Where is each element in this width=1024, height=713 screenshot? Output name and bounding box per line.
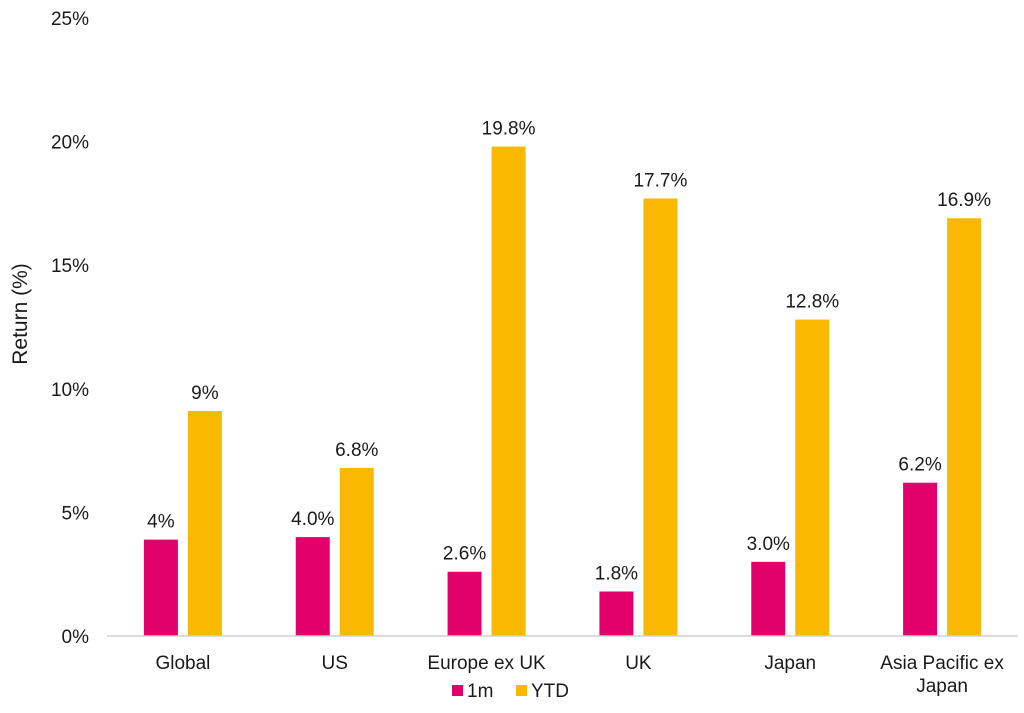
bar-1m-1 — [295, 537, 330, 636]
y-axis-label: Return (%) — [9, 263, 32, 365]
data-label: 16.9% — [937, 190, 991, 211]
data-label: 1.8% — [595, 564, 638, 585]
bar-1m-3 — [599, 591, 634, 636]
legend-swatch-ytd — [516, 685, 527, 696]
data-label: 6.2% — [898, 455, 941, 476]
bar-ytd-5 — [947, 218, 982, 636]
bar-ytd-4 — [795, 319, 830, 636]
legend-label-1m: 1m — [467, 681, 493, 702]
bar-ytd-3 — [643, 198, 678, 636]
data-label: 9% — [191, 383, 219, 404]
category-label: Global — [155, 653, 210, 674]
x-axis-categories: Global US Europe ex UK UK Japan Asia Pacific … — [155, 653, 1004, 697]
data-label: 12.8% — [785, 292, 839, 313]
category-label: Japan — [916, 676, 968, 697]
category-label: US — [322, 653, 348, 674]
bar-ytd-2 — [491, 146, 526, 636]
data-labels: 4% 9% 4.0% 6.8% 2.6% 19.8% 1.8% 17.7% 3.0% 12.8% 6… — [147, 119, 991, 585]
bars — [143, 146, 982, 636]
legend-swatch-1m — [452, 685, 463, 696]
category-label: Japan — [764, 653, 816, 674]
legend-label-ytd: YTD — [531, 681, 569, 702]
data-label: 2.6% — [443, 544, 486, 565]
bar-1m-0 — [143, 539, 178, 636]
y-tick-label: 10% — [51, 380, 89, 401]
bar-ytd-1 — [339, 467, 374, 636]
category-label: Asia Pacific ex — [880, 653, 1004, 674]
y-tick-label: 0% — [62, 627, 90, 648]
data-label: 19.8% — [482, 119, 536, 140]
y-tick-label: 25% — [51, 9, 89, 30]
legend: 1m YTD — [452, 681, 569, 702]
data-label: 4% — [147, 512, 175, 533]
bar-1m-4 — [751, 561, 786, 636]
category-label: UK — [625, 653, 652, 674]
y-axis-ticks: 0% 5% 10% 15% 20% 25% — [51, 9, 89, 648]
y-tick-label: 15% — [51, 256, 89, 277]
y-tick-label: 5% — [62, 503, 90, 524]
data-label: 4.0% — [291, 509, 334, 530]
data-label: 3.0% — [747, 534, 790, 555]
bar-1m-5 — [903, 482, 938, 636]
y-tick-label: 20% — [51, 133, 89, 154]
bar-1m-2 — [447, 571, 482, 636]
data-label: 6.8% — [335, 440, 378, 461]
bar-ytd-0 — [187, 411, 222, 636]
data-label: 17.7% — [633, 170, 687, 191]
category-label: Europe ex UK — [427, 653, 546, 674]
